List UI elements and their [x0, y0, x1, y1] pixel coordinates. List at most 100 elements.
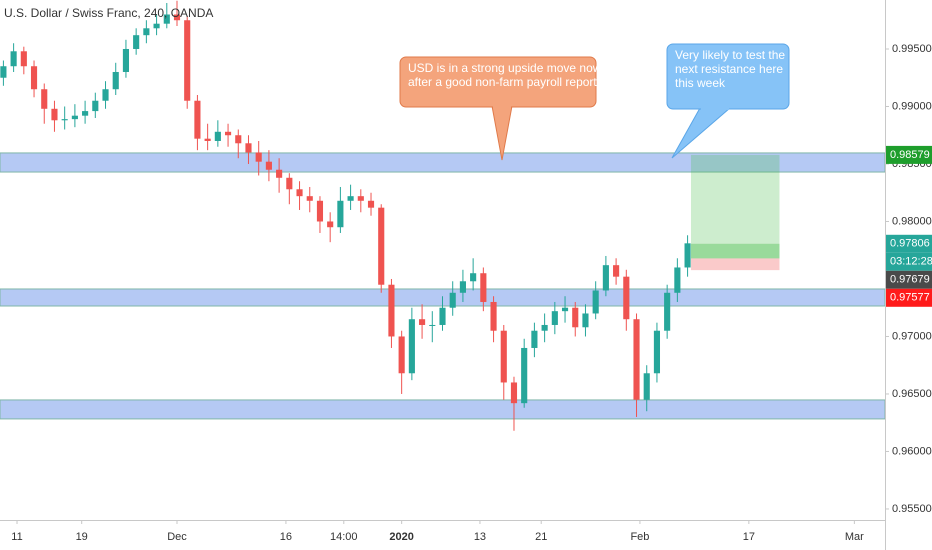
candle-body — [92, 100, 99, 112]
plot-area — [0, 0, 886, 431]
x-tick-label: 21 — [535, 531, 547, 543]
candle-body — [61, 119, 68, 121]
candle-body — [408, 319, 415, 374]
candle-body — [480, 273, 487, 302]
y-tick-label: 0.97000 — [892, 330, 932, 342]
x-tick-label: 17 — [743, 531, 755, 543]
y-tick-label: 0.96500 — [892, 388, 932, 400]
x-tick-label: 19 — [76, 531, 88, 543]
candle-body — [255, 152, 262, 162]
x-tick-label: Feb — [630, 531, 649, 543]
candle-body — [643, 373, 650, 400]
last-price-tag — [886, 234, 932, 253]
candle-body — [378, 207, 385, 285]
callout-joint — [701, 107, 729, 110]
candle-body — [510, 382, 518, 404]
candle-body — [347, 196, 354, 201]
candle-body — [337, 200, 344, 228]
candle-body — [296, 189, 303, 197]
candle-body — [592, 290, 599, 314]
candle-body — [561, 307, 569, 312]
candle-body — [551, 311, 558, 325]
candle-body — [602, 265, 609, 291]
target-tag-label: 0.98579 — [890, 149, 930, 161]
entry-tag — [886, 270, 932, 289]
candle-body — [194, 100, 201, 139]
profit-zone — [690, 154, 780, 259]
y-tick-label: 0.96000 — [892, 445, 932, 457]
y-tick-label: 0.98000 — [892, 215, 932, 227]
callout-text: Very likely to test the — [675, 48, 785, 62]
candle-body — [71, 115, 78, 120]
candle-body — [357, 196, 364, 201]
countdown-tag — [886, 252, 932, 271]
x-tick-label: 11 — [11, 531, 22, 543]
candle-body — [112, 71, 119, 90]
x-tick-label: 2020 — [389, 531, 413, 543]
zone — [0, 399, 886, 420]
entry-tag-label: 0.97679 — [890, 274, 930, 286]
candle-body — [388, 284, 395, 337]
candle-body — [613, 265, 620, 277]
candle-body — [582, 313, 589, 328]
y-tick-label: 0.95500 — [892, 503, 932, 515]
candle-body — [327, 221, 334, 228]
candle-body — [439, 307, 446, 325]
candle-body — [133, 35, 140, 49]
y-tick-label: 0.99500 — [892, 43, 932, 55]
callout-text: USD is in a strong upside move now — [408, 61, 602, 75]
candle-body — [623, 276, 630, 320]
candle-body — [10, 51, 17, 67]
candle-body — [429, 324, 436, 326]
candle-body — [500, 330, 507, 383]
candle-body — [163, 14, 170, 24]
candle-body — [449, 292, 456, 308]
filled-zone — [690, 243, 780, 259]
callout: USD is in a strong upside move nowafter … — [399, 56, 602, 161]
candle-body — [419, 319, 426, 325]
candle-body — [664, 292, 671, 331]
candle-body — [674, 267, 681, 293]
candle-body — [0, 66, 7, 78]
candle-body — [143, 28, 150, 36]
x-tick-label: 13 — [474, 531, 486, 543]
candle-body — [531, 330, 538, 348]
candle-body — [459, 281, 466, 293]
candle-body — [572, 307, 579, 328]
candle-body — [398, 336, 405, 374]
candle-body — [653, 330, 661, 374]
candle-body — [41, 89, 48, 109]
loss-zone — [690, 258, 780, 271]
candle-body — [633, 319, 640, 400]
candle-body — [245, 143, 252, 153]
chart-title: U.S. Dollar / Swiss Franc, 240, OANDA — [4, 6, 213, 20]
x-tick-label: Dec — [167, 531, 187, 543]
x-tick-label: 16 — [280, 531, 292, 543]
candle-body — [276, 169, 283, 178]
candle-body — [235, 135, 242, 144]
candle-body — [82, 111, 89, 116]
candle-body — [684, 243, 691, 268]
candle-body — [153, 23, 160, 29]
candle-body — [521, 347, 528, 404]
y-tick-label: 0.99000 — [892, 100, 932, 112]
candle-body — [224, 131, 232, 136]
callout-text: this week — [675, 76, 726, 90]
candle-body — [30, 66, 38, 90]
candle-body — [184, 20, 191, 101]
stop-tag-label: 0.97577 — [890, 292, 930, 304]
candle-body — [102, 89, 109, 101]
candle-body — [286, 177, 293, 190]
x-tick-label: 14:00 — [330, 531, 358, 543]
candle-body — [173, 14, 181, 21]
candle-body — [122, 48, 130, 72]
target-tag — [886, 145, 932, 164]
callout-text: next resistance here — [675, 62, 783, 76]
callout-joint — [493, 105, 511, 108]
candle-body — [265, 161, 272, 170]
candle-body — [316, 200, 324, 222]
countdown-tag-label: 03:12:28 — [890, 256, 932, 268]
